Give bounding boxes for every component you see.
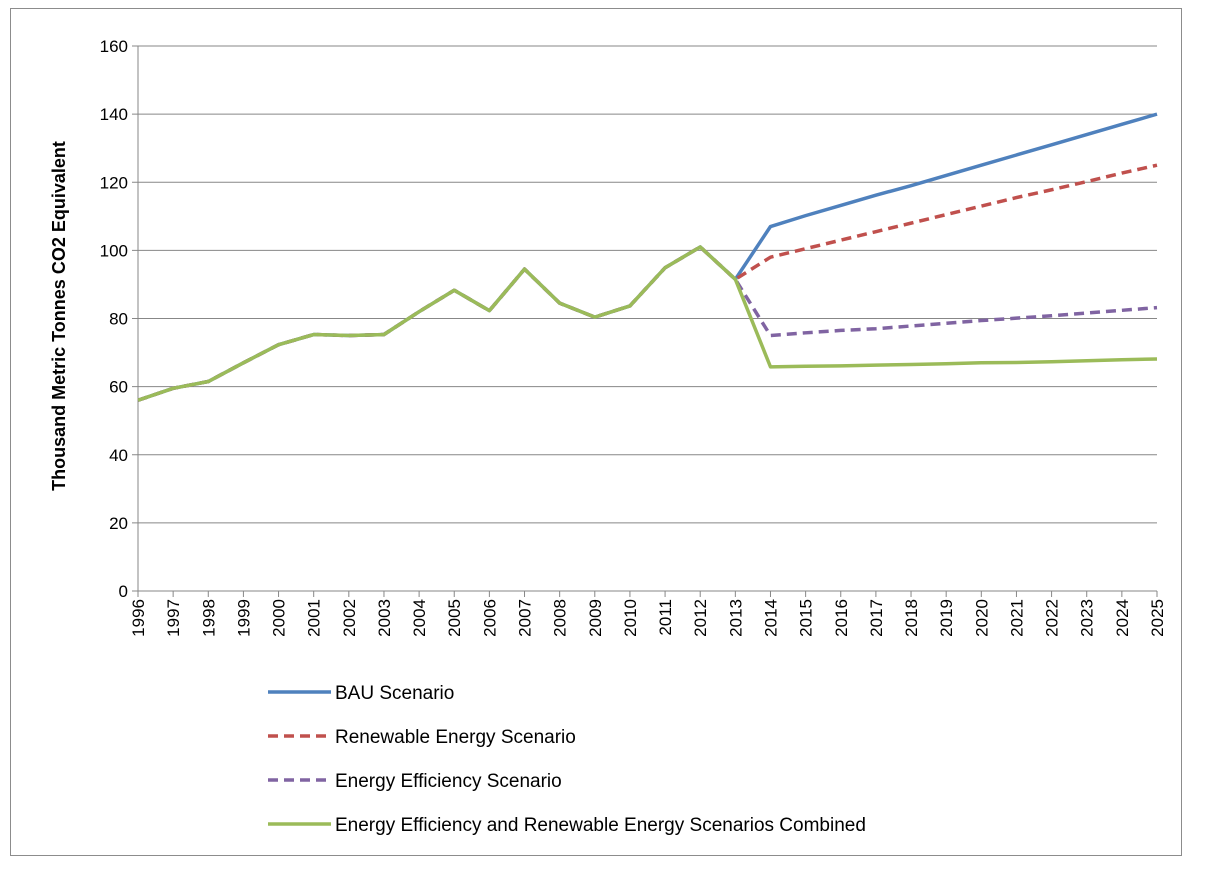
x-tick-label: 2024 [1113,599,1132,637]
y-tick-label: 60 [109,378,128,397]
x-tick-label: 2008 [551,599,570,637]
x-tick-label: 2010 [621,599,640,637]
x-tick-label: 2013 [726,599,745,637]
x-tick-label: 1997 [164,599,183,637]
y-tick-label: 0 [119,582,128,601]
legend-label-3: Energy Efficiency Scenario [335,771,562,792]
y-tick-label: 120 [100,173,128,192]
x-tick-label: 2009 [586,599,605,637]
x-tick-label: 2012 [691,599,710,637]
y-tick-label: 80 [109,310,128,329]
x-tick-label: 2001 [305,599,324,637]
line-chart: 0 20 40 60 80 100 120 140 160 1996 1997 1998 1999 20… [49,37,1167,836]
legend-label-4: Energy Efficiency and Renewable Energy S… [335,815,866,836]
legend: BAU Scenario Renewable Energy Scenario Ene… [268,683,866,836]
x-tick-label: 2011 [656,599,675,636]
x-tick-label: 2022 [1043,599,1062,637]
x-tick-label: 2023 [1078,599,1097,637]
axes [132,45,1158,597]
x-tick-label: 2007 [516,599,535,637]
series-line-1 [137,112,1158,402]
series-line-3 [137,245,1158,402]
x-tick-label: 1996 [129,599,148,637]
y-tick-label: 160 [100,37,128,56]
legend-label-2: Renewable Energy Scenario [335,727,576,748]
y-tick-label: 40 [109,446,128,465]
y-tick-labels: 0 20 40 60 80 100 120 140 160 [100,37,128,601]
x-tick-label: 2018 [902,599,921,637]
gridlines [138,45,1157,524]
x-tick-label: 2002 [340,599,359,637]
x-tick-label: 2021 [1007,599,1026,637]
x-tick-label: 2000 [270,599,289,637]
series-lines [137,112,1158,402]
x-tick-label: 2017 [867,599,886,637]
y-tick-label: 140 [100,105,128,124]
x-tick-label: 2019 [937,599,956,637]
series-line-4 [137,245,1158,402]
x-tick-label: 1998 [199,599,218,637]
y-tick-label: 20 [109,514,128,533]
y-axis-label: Thousand Metric Tonnes CO2 Equivalent [49,141,69,491]
legend-label-1: BAU Scenario [335,683,454,704]
y-tick-label: 100 [100,241,128,260]
x-tick-label: 2025 [1148,599,1167,637]
series-line-2 [137,163,1158,402]
x-tick-label: 2015 [797,599,816,637]
x-tick-label: 2016 [832,599,851,637]
x-tick-label: 2006 [480,599,499,637]
x-tick-label: 2003 [375,599,394,637]
chart-frame: 0 20 40 60 80 100 120 140 160 1996 1997 1998 1999 20… [10,8,1182,856]
x-tick-labels: 1996 1997 1998 1999 2000 2001 2002 2003 2004 2005… [129,599,1167,637]
x-tick-label: 2005 [445,599,464,637]
x-tick-label: 2004 [410,599,429,637]
x-tick-label: 2014 [761,599,780,637]
x-tick-label: 1999 [234,599,253,637]
x-tick-label: 2020 [972,599,991,637]
